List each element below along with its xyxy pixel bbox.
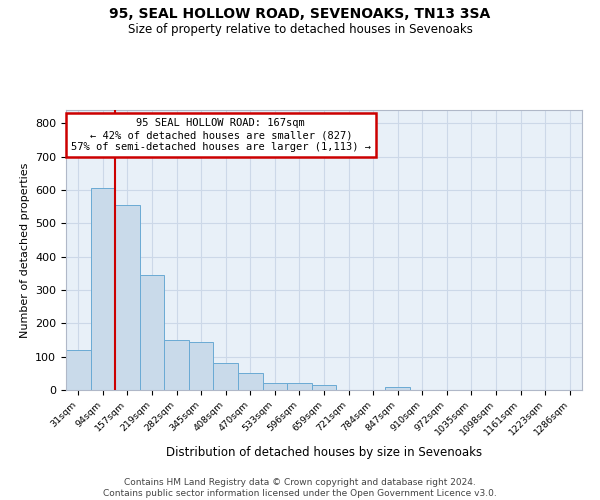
Text: 95 SEAL HOLLOW ROAD: 167sqm
← 42% of detached houses are smaller (827)
57% of se: 95 SEAL HOLLOW ROAD: 167sqm ← 42% of det… [71,118,371,152]
Text: Contains HM Land Registry data © Crown copyright and database right 2024.
Contai: Contains HM Land Registry data © Crown c… [103,478,497,498]
Bar [385,386,410,390]
Bar [263,384,287,390]
X-axis label: Distribution of detached houses by size in Sevenoaks: Distribution of detached houses by size … [166,446,482,459]
Bar [91,188,115,390]
Y-axis label: Number of detached properties: Number of detached properties [20,162,29,338]
Bar [66,350,91,390]
Bar [312,385,336,390]
Text: 95, SEAL HOLLOW ROAD, SEVENOAKS, TN13 3SA: 95, SEAL HOLLOW ROAD, SEVENOAKS, TN13 3S… [109,8,491,22]
Bar [140,275,164,390]
Bar [189,342,214,390]
Bar [238,374,263,390]
Bar [214,364,238,390]
Text: Size of property relative to detached houses in Sevenoaks: Size of property relative to detached ho… [128,22,472,36]
Bar [287,384,312,390]
Bar [115,205,140,390]
Bar [164,340,189,390]
